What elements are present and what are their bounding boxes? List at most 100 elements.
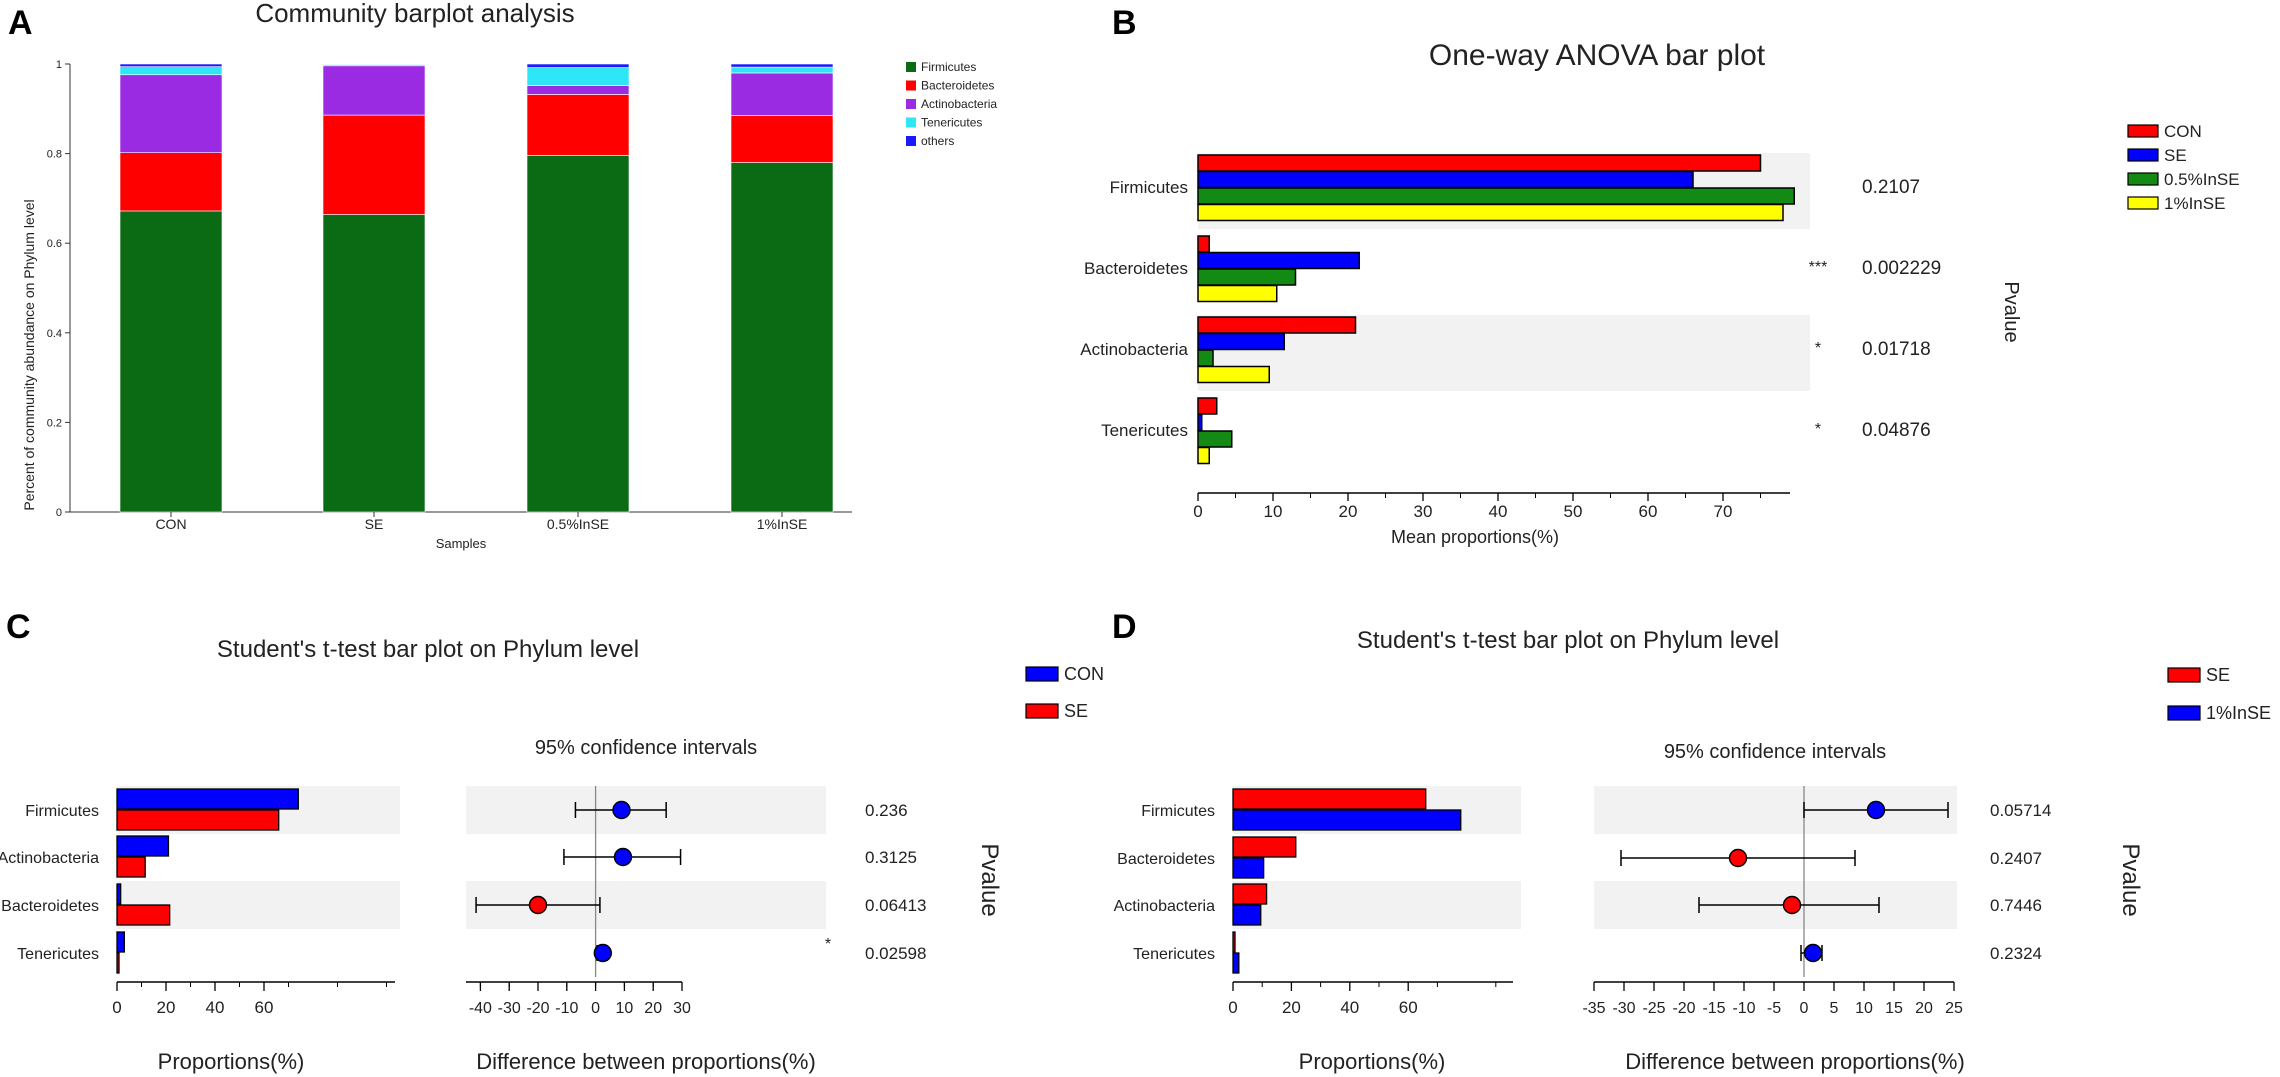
- panel-b-bar-firmicutes-0-5pctinse: [1197, 187, 1795, 205]
- panel-d-legend-swatch-se: [2167, 667, 2201, 683]
- panel-d-category-label-bacteroidetes: Bacteroidetes: [1117, 851, 1215, 868]
- panel-d-legend-label-1pctinse: 1%InSE: [2206, 703, 2271, 723]
- panel-b-pvalue-actinobacteria: 0.01718: [1862, 339, 1931, 360]
- chart-marks: 0 0.2 0.4 0.6 0.8 1 CON SE 0.5%InSE 1%InSE Firmicu…: [0, 59, 2271, 1017]
- panel-c-ci-title: 95% confidence intervals: [535, 737, 757, 759]
- panel-b-star-actinobacteria: *: [1815, 340, 1821, 357]
- panel-b: One-way ANOVA bar plot Mean proportions(…: [1391, 39, 2022, 547]
- panel-b-bar-actinobacteria-con: [1197, 316, 1357, 334]
- panel-c-ci-xtick-label: -20: [526, 1000, 549, 1017]
- panel-c-legend-label-se: SE: [1064, 701, 1088, 721]
- panel-a-bar-se-bacteroidetes: [322, 114, 426, 215]
- panel-d-bar-xtick-label: 40: [1340, 998, 1359, 1017]
- panel-a-ytick-label: 0.6: [47, 238, 62, 250]
- panel-d-legend-label-se: SE: [2206, 665, 2230, 685]
- panel-d-ci-xlabel: Difference between proportions(%): [1625, 1049, 1965, 1074]
- panel-d-bar-row-shade: [1233, 881, 1521, 929]
- panel-d-bar-tenericutes-1pctinse: [1232, 952, 1240, 974]
- panel-a: Community barplot analysis Samples Perce…: [21, 0, 852, 551]
- panel-c-bar-xtick-label: 0: [112, 998, 121, 1017]
- panel-a-legend-swatch-others: [906, 136, 916, 146]
- panel-b-xtick-label: 0: [1193, 502, 1202, 521]
- panel-c-ci-point-actinobacteria: [613, 847, 633, 867]
- panel-a-bar-se-firmicutes: [322, 214, 426, 513]
- panel-d-category-label-tenericutes: Tenericutes: [1133, 946, 1215, 963]
- panel-a-legend-swatch-actinobacteria: [906, 99, 916, 109]
- panel-d-ci-xtick-label: -20: [1672, 1000, 1695, 1017]
- panel-d-ci-xtick-label: -5: [1767, 1000, 1781, 1017]
- panel-b-pvalue-label: Pvalue: [2000, 281, 2022, 342]
- panel-a-xtick-label: 0.5%InSE: [547, 516, 609, 532]
- panel-d-ci-xtick-label: -10: [1732, 1000, 1755, 1017]
- panel-c-legend-swatch-con: [1025, 666, 1059, 682]
- panel-b-bar-bacteroidetes-1pctinse: [1197, 284, 1278, 303]
- panel-d-ci-xtick-label: 20: [1915, 1000, 1933, 1017]
- panel-c-xlabel: Proportions(%): [158, 1049, 305, 1074]
- panel-d-ci-xtick-label: -30: [1612, 1000, 1635, 1017]
- panel-b-bar-tenericutes-con: [1197, 397, 1218, 415]
- panel-a-xtick-label: SE: [365, 516, 384, 532]
- panel-d-bar-bacteroidetes-se: [1232, 836, 1297, 858]
- panel-a-xtick-label: CON: [155, 516, 186, 532]
- panel-c-ci-point-firmicutes: [612, 800, 631, 820]
- panel-c-bar-xtick-label: 20: [157, 998, 176, 1017]
- panel-d-ci-xtick-label: -35: [1582, 1000, 1605, 1017]
- panel-c-bar-actinobacteria-se: [116, 856, 146, 878]
- panel-a-bar-1pctinse-others: [730, 63, 834, 68]
- panel-b-bar-bacteroidetes-con: [1197, 235, 1210, 253]
- panel-letter-c: C: [6, 608, 31, 646]
- panel-b-bar-actinobacteria-se: [1197, 332, 1285, 351]
- panel-d-legend-swatch-1pctinse: [2167, 705, 2201, 721]
- panel-b-legend-swatch-con: [2127, 124, 2159, 138]
- panel-a-bar-con-tenericutes: [119, 66, 223, 76]
- panel-c-ci-xtick-label: 30: [673, 1000, 691, 1017]
- panel-c-bar-firmicutes-con: [116, 788, 299, 810]
- panel-d-xlabel: Proportions(%): [1299, 1049, 1446, 1074]
- panel-a-legend-label-firmicutes: Firmicutes: [921, 60, 976, 74]
- panel-a-bar-1pctinse-actinobacteria: [730, 72, 834, 116]
- panel-b-bar-actinobacteria-1pctinse: [1197, 365, 1270, 384]
- panel-b-legend-label-con: CON: [2164, 122, 2202, 141]
- panel-d-bar-xtick-label: 0: [1228, 998, 1237, 1017]
- panel-b-bar-bacteroidetes-se: [1197, 251, 1360, 270]
- panel-a-legend-label-tenericutes: Tenericutes: [921, 116, 982, 130]
- panel-a-xtick-label: 1%InSE: [757, 516, 808, 532]
- panel-b-category-label-tenericutes: Tenericutes: [1101, 421, 1188, 440]
- panel-c-ci-xlabel: Difference between proportions(%): [476, 1049, 816, 1074]
- panel-c-ci-xtick-label: 20: [644, 1000, 662, 1017]
- panel-b-star-bacteroidetes: ***: [1809, 259, 1828, 276]
- panel-a-bar-0-5pctinse-tenericutes: [526, 67, 630, 86]
- panel-b-pvalue-tenericutes: 0.04876: [1862, 420, 1931, 441]
- panel-d-ci-point-tenericutes: [1803, 943, 1823, 963]
- panel-d-pvalue-bacteroidetes: 0.2407: [1990, 849, 2042, 868]
- panel-letter-a: A: [8, 4, 33, 42]
- panel-c-category-label-tenericutes: Tenericutes: [17, 946, 99, 963]
- panel-a-bar-0-5pctinse-bacteroidetes: [526, 94, 630, 156]
- panel-d-ci-title: 95% confidence intervals: [1664, 741, 1886, 763]
- panel-d-pvalue-label: Pvalue: [2117, 843, 2144, 916]
- panel-b-pvalue-bacteroidetes: 0.002229: [1862, 258, 1941, 279]
- panel-a-legend-label-bacteroidetes: Bacteroidetes: [921, 79, 994, 93]
- panel-c-bar-xtick-label: 40: [206, 998, 225, 1017]
- panel-c-bar-firmicutes-se: [116, 809, 280, 831]
- panel-c-ci-xtick-label: -30: [498, 1000, 521, 1017]
- panel-b-bar-tenericutes-1pctinse: [1197, 446, 1210, 465]
- panel-b-category-label-bacteroidetes: Bacteroidetes: [1084, 259, 1188, 278]
- panel-c-pvalue-bacteroidetes: 0.06413: [865, 896, 926, 915]
- panel-b-xtick-label: 50: [1564, 502, 1583, 521]
- panel-d-category-label-firmicutes: Firmicutes: [1141, 803, 1215, 820]
- panel-b-legend-label-1pctinse: 1%InSE: [2164, 194, 2225, 213]
- panel-b-xlabel: Mean proportions(%): [1391, 527, 1559, 547]
- panel-d-ci-xtick-label: -15: [1702, 1000, 1725, 1017]
- panel-c-pvalue-actinobacteria: 0.3125: [865, 848, 917, 867]
- panel-d-pvalue-firmicutes: 0.05714: [1990, 801, 2051, 820]
- panel-c-star-tenericutes: *: [825, 936, 831, 953]
- panel-b-title: One-way ANOVA bar plot: [1429, 39, 1766, 72]
- panel-d-ci-xtick-label: 5: [1830, 1000, 1839, 1017]
- panel-d-ci-point-firmicutes: [1866, 800, 1886, 820]
- panel-d-ci-xtick-label: 15: [1885, 1000, 1903, 1017]
- panel-a-bar-con-bacteroidetes: [119, 152, 223, 212]
- panel-c-ci-xtick-label: 0: [591, 1000, 600, 1017]
- panel-b-bar-firmicutes-se: [1197, 170, 1694, 189]
